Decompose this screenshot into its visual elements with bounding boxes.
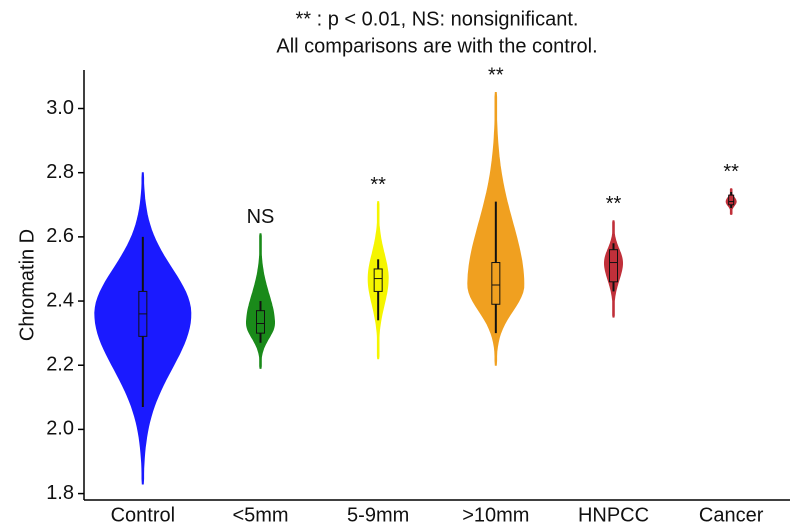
chart-title: ** : p < 0.01, NS: nonsignificant. — [296, 8, 579, 30]
significance-label: NS — [247, 206, 275, 228]
significance-label: ** — [370, 174, 386, 196]
x-tick-label: 5-9mm — [347, 504, 409, 526]
y-tick-label: 2.8 — [46, 161, 74, 183]
y-tick-label: 3.0 — [46, 97, 74, 119]
y-axis-label: Chromatin D — [16, 229, 38, 341]
y-tick-label: 2.0 — [46, 418, 74, 440]
x-tick-label: Control — [111, 504, 175, 526]
x-tick-label: Cancer — [699, 504, 764, 526]
significance-label: ** — [723, 161, 739, 183]
x-tick-label: HNPCC — [578, 504, 649, 526]
y-tick-label: 2.6 — [46, 225, 74, 247]
x-tick-label: <5mm — [232, 504, 288, 526]
significance-label: ** — [488, 65, 504, 87]
y-tick-label: 2.4 — [46, 289, 74, 311]
significance-label: ** — [606, 193, 622, 215]
y-tick-label: 2.2 — [46, 354, 74, 376]
x-tick-label: >10mm — [462, 504, 529, 526]
box — [491, 262, 501, 305]
box — [256, 310, 265, 334]
box — [728, 194, 735, 206]
chart-title: All comparisons are with the control. — [276, 35, 597, 57]
y-tick-label: 1.8 — [46, 482, 74, 504]
box — [373, 268, 383, 292]
box — [609, 249, 618, 283]
